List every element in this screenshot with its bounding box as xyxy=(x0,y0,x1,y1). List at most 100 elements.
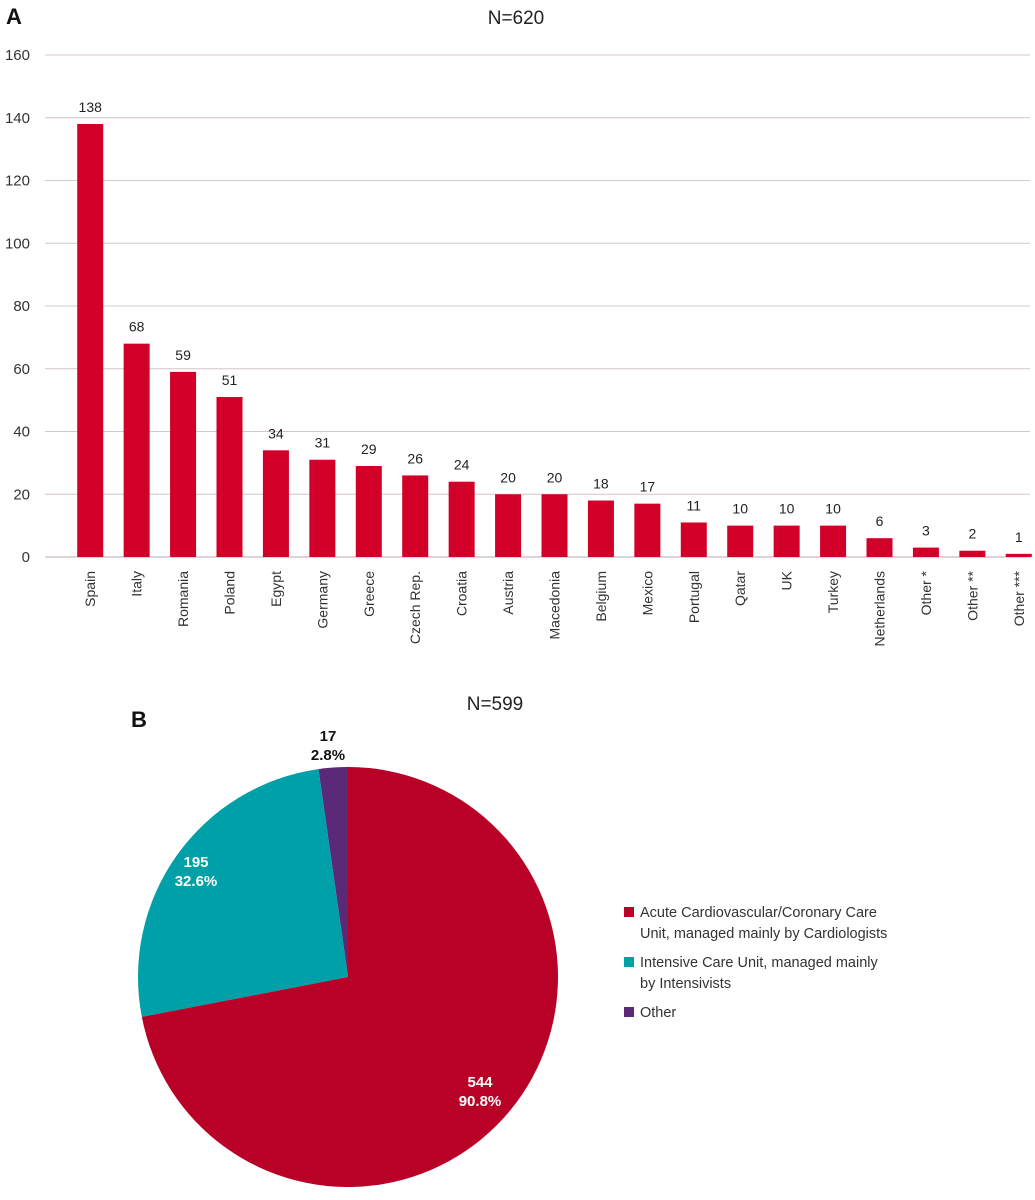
bar xyxy=(587,500,614,557)
bar xyxy=(866,538,893,557)
x-category-label: Italy xyxy=(129,571,145,597)
bar xyxy=(495,494,522,557)
bar-chart-value-labels: 138 68 59 51 34 31 29 26 24 20 20 18 17 11 10 10 10 6 3 2 1 xyxy=(79,99,1023,545)
bar-value-label: 11 xyxy=(687,497,702,513)
y-tick-label: 100 xyxy=(5,235,30,252)
pie-label-count: 17 xyxy=(320,728,337,745)
x-category-label: Turkey xyxy=(825,571,841,613)
bar xyxy=(912,547,939,557)
bar xyxy=(402,475,429,557)
x-category-label: Croatia xyxy=(454,571,470,616)
bar-value-label: 18 xyxy=(593,476,609,492)
bar xyxy=(820,525,847,557)
pie-slice xyxy=(141,767,558,1188)
bar xyxy=(77,124,104,558)
bar xyxy=(355,466,382,557)
bar xyxy=(262,450,289,557)
y-tick-label: 60 xyxy=(13,361,30,378)
bar-chart-bars xyxy=(77,124,1032,558)
legend-label: Acute Cardiovascular/Coronary Care xyxy=(640,905,877,921)
pie-chart-labels: 544 90.8% 195 32.6% 17 2.8% xyxy=(175,728,502,1110)
x-category-label: Austria xyxy=(500,571,516,615)
x-category-label: Spain xyxy=(82,571,98,607)
pie-slice xyxy=(318,767,348,977)
y-tick-label: 120 xyxy=(5,173,30,190)
bar-chart-title: N=620 xyxy=(488,8,545,29)
legend-label: Other xyxy=(640,1005,676,1021)
y-tick-label: 160 xyxy=(5,47,30,64)
bar xyxy=(170,371,197,557)
bar xyxy=(680,522,707,557)
bar xyxy=(634,503,661,557)
bar xyxy=(448,481,475,557)
bar xyxy=(541,494,568,557)
pie-label-percent: 90.8% xyxy=(459,1093,502,1110)
x-category-label: Mexico xyxy=(639,571,655,616)
pie-chart-title: N=599 xyxy=(467,694,524,715)
x-category-label: Netherlands xyxy=(872,571,888,647)
bar-value-label: 59 xyxy=(175,347,191,363)
x-category-label: Romania xyxy=(175,571,191,627)
bar xyxy=(216,396,243,557)
bar-value-label: 3 xyxy=(922,523,930,539)
bar xyxy=(123,343,150,557)
x-category-label: Macedonia xyxy=(547,571,563,640)
bar-value-label: 24 xyxy=(454,457,470,473)
pie-chart-legend: Acute Cardiovascular/Coronary Care Unit, … xyxy=(624,905,887,1021)
bar-value-label: 6 xyxy=(876,513,884,529)
bar-value-label: 51 xyxy=(222,372,238,388)
y-tick-label: 0 xyxy=(22,549,30,566)
x-category-label: Portugal xyxy=(686,571,702,623)
panel-letter-b: B xyxy=(131,707,147,732)
y-tick-label: 40 xyxy=(13,424,30,441)
pie-chart-panel: B N=599 544 90.8% 195 32.6% 17 2.8% Acute Car… xyxy=(131,694,887,1188)
legend-label: Intensive Care Unit, managed mainly xyxy=(640,955,879,971)
legend-swatch xyxy=(624,1007,634,1017)
x-category-label: Other * xyxy=(918,570,934,615)
bar-value-label: 68 xyxy=(129,319,145,335)
bar-value-label: 17 xyxy=(640,479,656,495)
bar xyxy=(773,525,800,557)
bar xyxy=(309,459,336,557)
pie-chart-slices xyxy=(138,767,558,1188)
bar-value-label: 26 xyxy=(407,450,423,466)
x-category-label: Germany xyxy=(314,571,330,629)
y-tick-label: 80 xyxy=(13,298,30,315)
bar-value-label: 10 xyxy=(732,501,748,517)
pie-slice xyxy=(138,769,348,1017)
pie-label-percent: 32.6% xyxy=(175,873,218,890)
bar-value-label: 10 xyxy=(825,501,841,517)
x-category-label: Greece xyxy=(361,571,377,617)
bar-value-label: 20 xyxy=(547,469,563,485)
pie-label-count: 195 xyxy=(183,854,208,871)
pie-label-count: 544 xyxy=(467,1074,493,1091)
x-category-label: Other ** xyxy=(964,570,980,620)
x-category-label: Belgium xyxy=(593,571,609,622)
bar-value-label: 34 xyxy=(268,425,284,441)
bar-chart-y-axis: 0 20 40 60 80 100 120 140 160 xyxy=(5,47,30,566)
bar-value-label: 29 xyxy=(361,441,377,457)
bar-value-label: 138 xyxy=(79,99,103,115)
pie-label-percent: 2.8% xyxy=(311,747,345,764)
bar-chart-gridlines xyxy=(45,54,1030,558)
bar-chart-x-axis: Spain Italy Romania Poland Egypt Germany Greec… xyxy=(82,570,1027,646)
bar-value-label: 10 xyxy=(779,501,795,517)
bar-value-label: 31 xyxy=(315,435,331,451)
legend-swatch xyxy=(624,907,634,917)
x-category-label: Qatar xyxy=(732,571,748,606)
legend-swatch xyxy=(624,957,634,967)
bar-value-label: 20 xyxy=(500,469,516,485)
bar xyxy=(727,525,754,557)
y-tick-label: 140 xyxy=(5,110,30,127)
legend-label: by Intensivists xyxy=(640,976,731,992)
x-category-label: Poland xyxy=(222,571,238,615)
panel-letter-a: A xyxy=(6,4,22,29)
x-category-label: Other *** xyxy=(1011,570,1027,626)
x-category-label: UK xyxy=(779,570,795,590)
x-category-label: Czech Rep. xyxy=(407,571,423,644)
bar xyxy=(1005,553,1032,557)
bar-value-label: 1 xyxy=(1015,529,1023,545)
x-category-label: Egypt xyxy=(268,571,284,607)
